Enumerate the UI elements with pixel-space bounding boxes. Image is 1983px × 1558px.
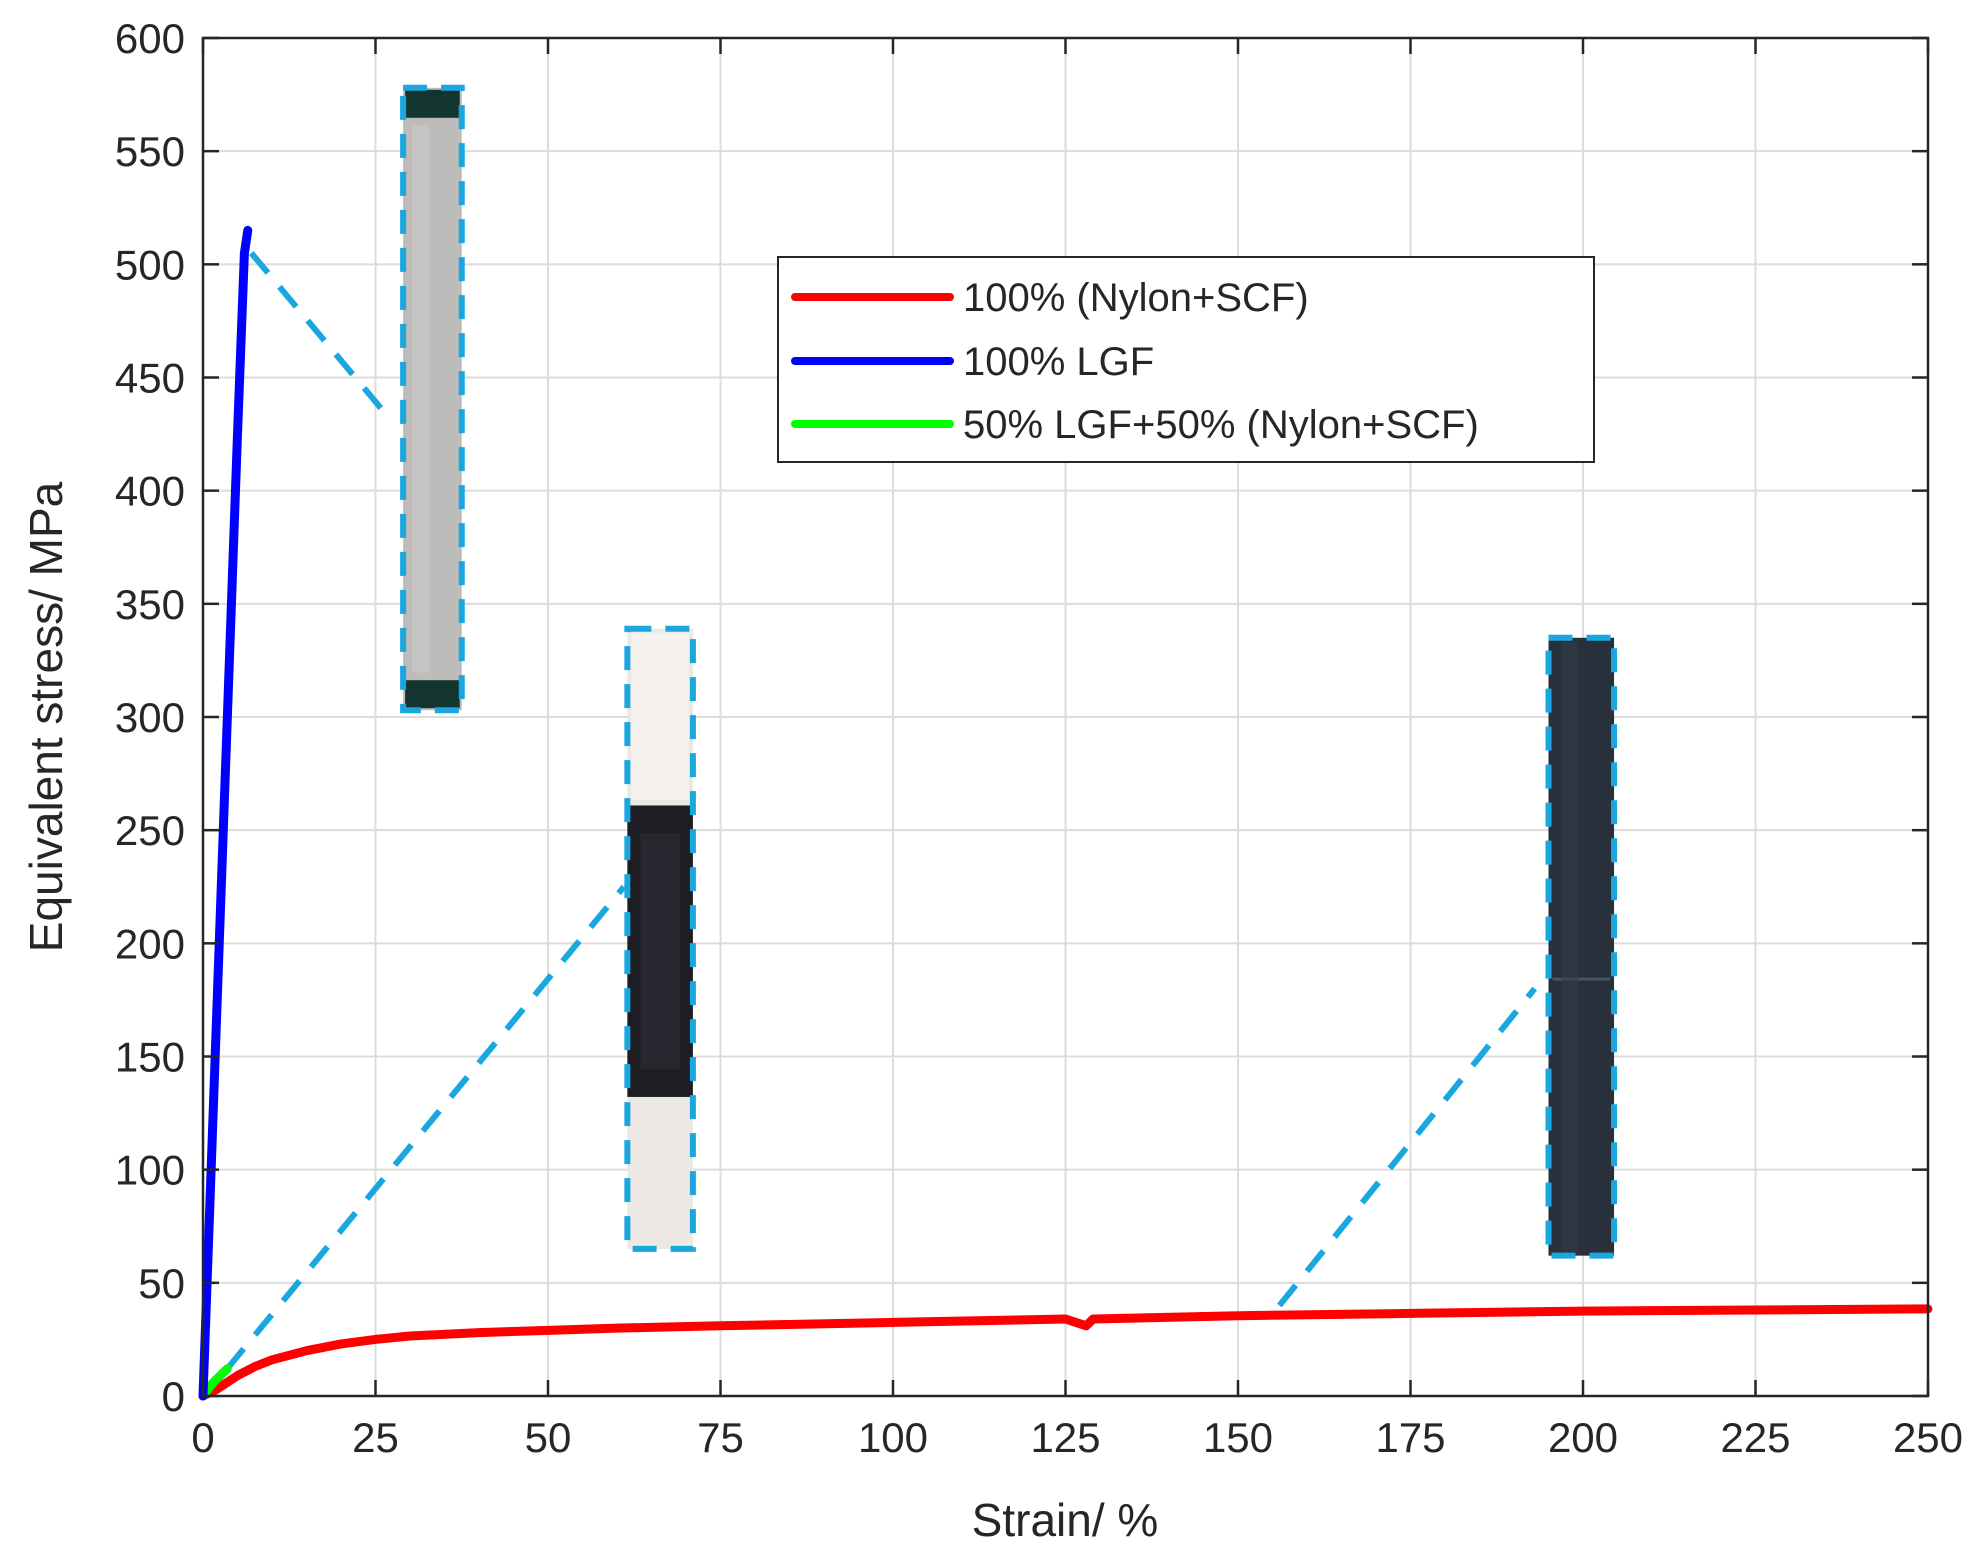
y-tick-label: 550	[115, 128, 185, 175]
leader-line	[248, 251, 392, 421]
x-tick-labels: 0 25 50 75 100 125 150 175 200 225 250	[191, 1414, 1963, 1461]
y-tick-label: 300	[115, 694, 185, 741]
y-tick-label: 450	[115, 355, 185, 402]
legend-label-nylon-scf: 100% (Nylon+SCF)	[963, 276, 1309, 320]
leader-line	[224, 884, 627, 1371]
x-tick-label: 125	[1030, 1414, 1100, 1461]
x-tick-label: 250	[1893, 1414, 1963, 1461]
specimen-photo-lgf	[400, 84, 465, 714]
y-tick-label: 0	[162, 1373, 185, 1420]
y-axis-title: Equivalent stress/ MPa	[20, 481, 72, 952]
specimen-insets	[400, 84, 1618, 1259]
x-tick-label: 75	[697, 1414, 744, 1461]
legend-label-lgf: 100% LGF	[963, 340, 1154, 384]
y-tick-label: 100	[115, 1147, 185, 1194]
legend: 100% (Nylon+SCF) 100% LGF 50% LGF+50% (N…	[777, 256, 1595, 463]
x-tick-label: 0	[191, 1414, 214, 1461]
inset-fracture-line	[1552, 977, 1611, 981]
legend-label-hybrid: 50% LGF+50% (Nylon+SCF)	[963, 403, 1479, 447]
y-tick-label: 600	[115, 15, 185, 62]
inset-highlight	[411, 125, 430, 673]
y-tick-label: 200	[115, 920, 185, 967]
x-tick-label: 150	[1203, 1414, 1273, 1461]
series-line-0	[198, 1304, 1933, 1401]
x-axis-title: Strain/ %	[972, 1494, 1159, 1546]
y-tick-label: 150	[115, 1034, 185, 1081]
inset-background	[1548, 637, 1615, 1256]
x-tick-label: 175	[1375, 1414, 1445, 1461]
x-tick-label: 50	[525, 1414, 572, 1461]
inset-grip-bottom	[405, 680, 460, 709]
leader-line	[1277, 986, 1538, 1308]
inset-grip-top	[405, 89, 460, 118]
leader-lines	[224, 251, 1538, 1371]
series-lines	[198, 225, 1933, 1401]
x-tick-label: 25	[352, 1414, 399, 1461]
inset-light-top	[631, 632, 689, 801]
y-tick-label: 350	[115, 581, 185, 628]
y-tick-labels: 0 50 100 150 200 250 300 350 400 450 500 550 600	[115, 15, 185, 1420]
x-tick-label: 225	[1720, 1414, 1790, 1461]
specimen-photo-nylon-scf	[1545, 634, 1618, 1259]
x-tick-label: 100	[858, 1414, 928, 1461]
series-line-1	[198, 225, 253, 1401]
x-tick-label: 200	[1548, 1414, 1618, 1461]
y-tick-label: 250	[115, 807, 185, 854]
inset-light-bottom	[631, 1106, 689, 1243]
inset-sheen	[1561, 641, 1578, 1252]
specimen-photo-hybrid	[624, 625, 696, 1252]
axis-ticks	[201, 36, 1930, 1398]
y-tick-label: 500	[115, 241, 185, 288]
y-tick-label: 400	[115, 468, 185, 515]
y-tick-label: 50	[138, 1260, 185, 1307]
inset-texture	[640, 833, 680, 1070]
